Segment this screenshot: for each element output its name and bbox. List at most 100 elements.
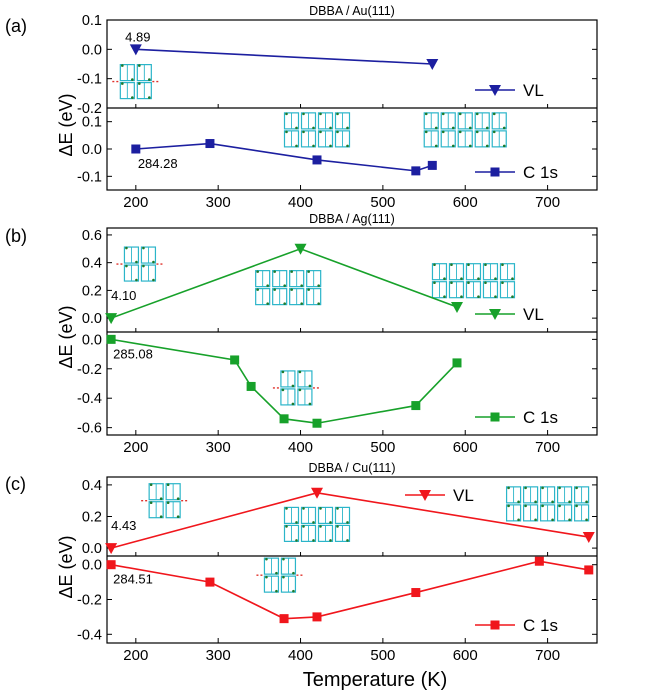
molecule-atom — [319, 130, 322, 134]
molecule-inset-0 — [283, 112, 351, 148]
molecule-atom — [131, 78, 134, 81]
molecule-atom — [336, 507, 339, 510]
molecule-inset-1 — [255, 270, 322, 306]
molecule-inset-1 — [423, 112, 507, 148]
y-tick-label: 0.0 — [82, 332, 102, 348]
data-point — [279, 414, 289, 424]
molecule-atom — [302, 525, 305, 528]
molecule-atom — [295, 144, 298, 148]
y-tick-label: -0.1 — [77, 72, 102, 88]
molecule-atom — [441, 130, 445, 134]
molecule-inset-2 — [505, 486, 590, 522]
y-tick-label: -0.4 — [77, 391, 102, 407]
series-line — [110, 338, 458, 425]
molecule-atom — [131, 96, 134, 99]
molecule-atom — [467, 281, 470, 284]
molecule-atom — [450, 263, 453, 266]
molecule-atom — [346, 521, 349, 524]
molecule-atom — [450, 281, 453, 284]
y-tick-label: -0.2 — [77, 101, 102, 117]
data-point — [312, 155, 322, 165]
molecule-atom — [298, 388, 302, 392]
x-tick-label: 200 — [123, 647, 148, 664]
molecule-atom — [511, 277, 514, 280]
molecule-atom — [285, 507, 288, 510]
y-axis-title-a: ΔE (eV) — [56, 93, 76, 156]
molecule-atom — [135, 260, 138, 264]
molecule-atom — [568, 500, 571, 504]
molecule-atom — [138, 82, 141, 85]
molecule-atom — [524, 486, 527, 490]
molecule-atom — [256, 270, 259, 273]
molecule-atom — [501, 263, 504, 266]
molecule-atom — [317, 302, 320, 305]
molecule-atom — [468, 126, 472, 130]
panel-c-frame — [106, 476, 598, 644]
data-point — [105, 313, 118, 325]
panel-label-a: (a) — [5, 16, 27, 36]
molecule-atom — [283, 284, 286, 287]
legend: C 1s — [475, 408, 558, 427]
molecule-atom — [282, 557, 285, 561]
molecule-atom — [551, 518, 554, 522]
y-axis-title-c: ΔE (eV) — [56, 535, 76, 598]
y-tick-label: 0.0 — [82, 558, 102, 574]
molecule-atom — [434, 126, 438, 130]
molecule-atom — [295, 126, 298, 130]
legend: C 1s — [475, 616, 558, 635]
data-point — [584, 565, 594, 575]
molecule-atom — [125, 246, 128, 250]
molecule-atom — [434, 144, 438, 148]
y-tick-label: 0.0 — [82, 42, 102, 58]
legend-label: VL — [523, 305, 544, 324]
data-point — [489, 85, 501, 96]
molecule-atom — [433, 263, 436, 266]
molecule-atom — [336, 525, 339, 528]
molecule-atom — [475, 130, 479, 134]
molecule-inset-2 — [431, 263, 516, 299]
molecule-atom — [159, 497, 163, 501]
molecule-atom — [312, 539, 315, 542]
series-line — [110, 247, 458, 319]
molecule-atom — [149, 501, 153, 505]
molecule-atom — [329, 126, 332, 130]
molecule-atom — [507, 504, 510, 508]
molecule-atom — [275, 589, 278, 593]
molecule-atom — [159, 515, 163, 518]
series-line — [110, 560, 589, 620]
molecule-atom — [443, 277, 446, 280]
molecule-atom — [285, 112, 288, 116]
x-tick-label: 200 — [123, 194, 148, 211]
x-tick-label: 500 — [370, 647, 395, 664]
legend-label: C 1s — [523, 163, 558, 182]
molecule-atom — [265, 557, 268, 561]
molecule-atom — [166, 501, 170, 505]
molecule-inset-0 — [141, 483, 189, 519]
y-axis-title-b: ΔE (eV) — [56, 305, 76, 368]
molecule-atom — [558, 486, 561, 490]
legend: VL — [475, 305, 544, 324]
molecule-atom — [121, 64, 124, 67]
data-point — [105, 543, 118, 555]
molecule-atom — [468, 144, 472, 148]
data-point — [411, 588, 421, 598]
molecule-atom — [307, 270, 310, 273]
molecule-atom — [443, 295, 446, 298]
legend-label: VL — [453, 486, 474, 505]
x-axis-title: Temperature (K) — [303, 669, 448, 691]
panel-b-vl: 0.6 0.4 0.2 0.0 4.10 VL — [82, 228, 597, 327]
molecule-atom — [501, 281, 504, 284]
y-tick-label: -0.2 — [77, 362, 102, 378]
data-point — [311, 487, 323, 499]
molecule-atom — [502, 144, 506, 148]
y-tick-label: 0.1 — [82, 115, 102, 131]
molecule-atom — [336, 112, 339, 116]
molecule-atom — [502, 126, 506, 130]
annotation: 4.43 — [111, 518, 136, 533]
molecule-atom — [281, 388, 285, 392]
molecule-atom — [494, 277, 497, 280]
molecule-atom — [458, 112, 462, 116]
panel-a-c1s: 0.1 0.0 -0.1 284.28 C 1s — [77, 112, 597, 185]
annotation: 4.89 — [125, 29, 150, 44]
